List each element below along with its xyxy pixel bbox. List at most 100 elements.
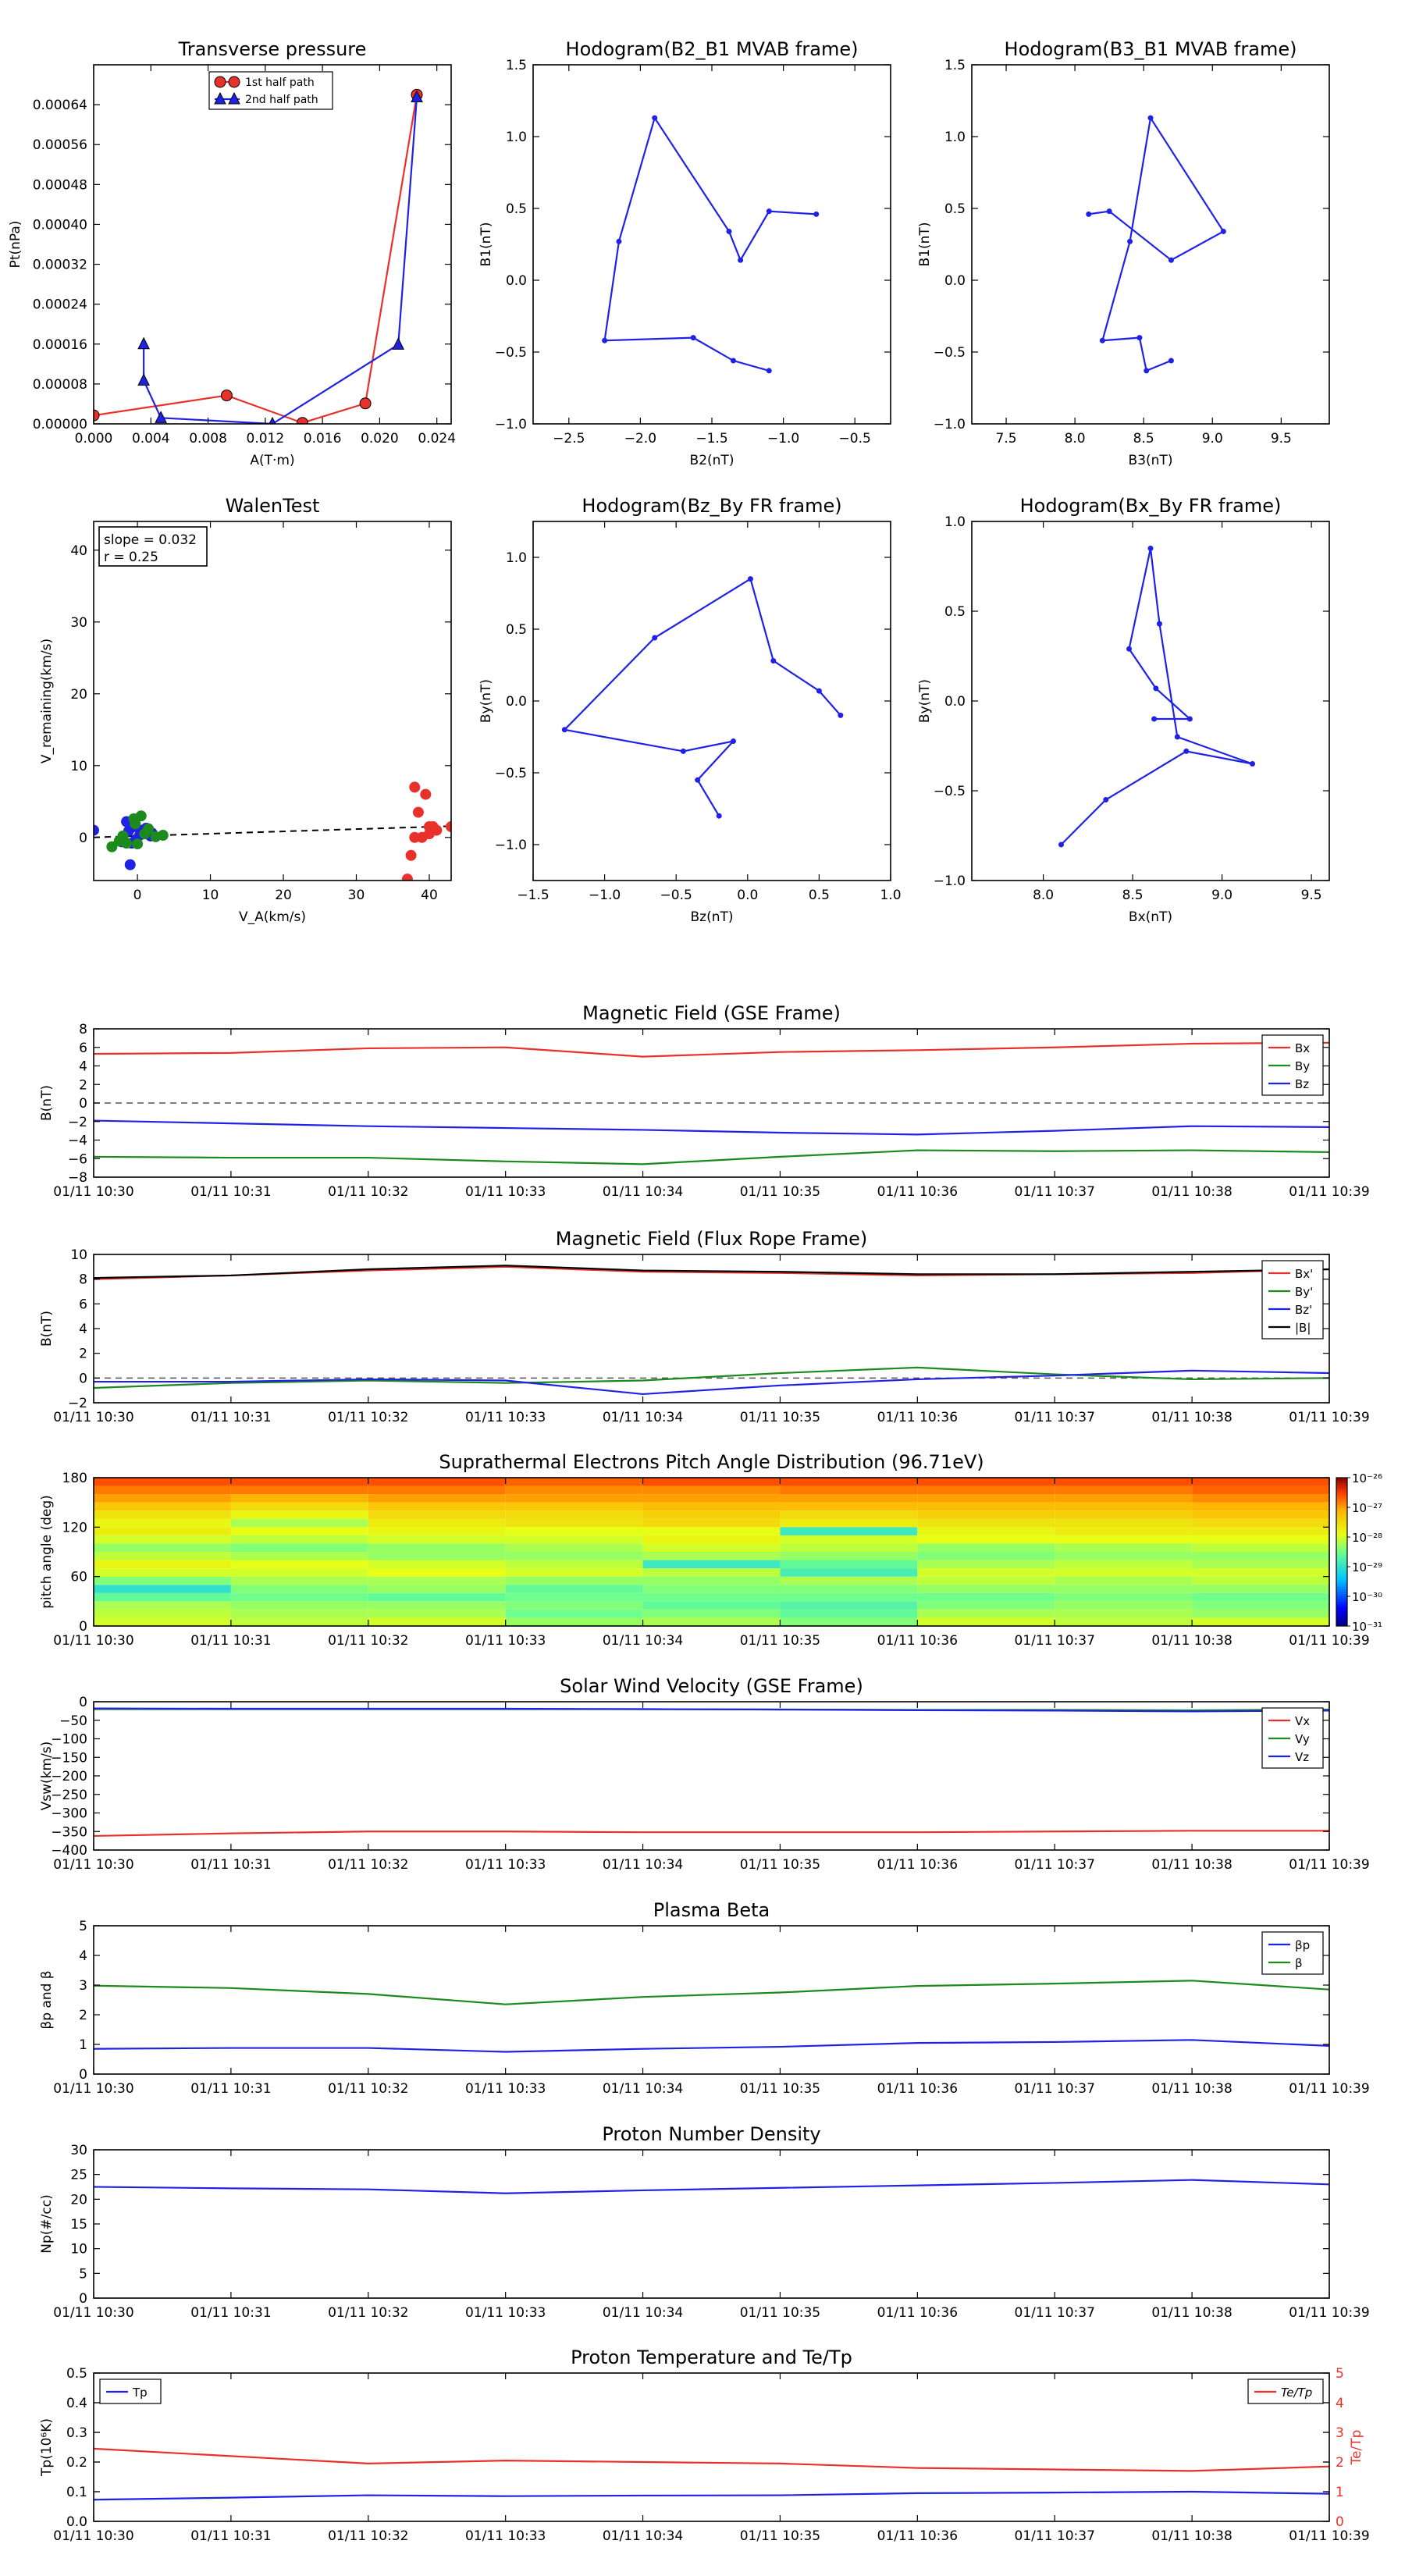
y-tick-label: 5 <box>1336 2366 1344 2382</box>
panel-hodogram-b2-b1: Hodogram(B2_B1 MVAB frame) −2.5 −2.0 −1.5 −1… <box>478 38 891 468</box>
y-tick-label: 15 <box>70 2217 87 2233</box>
heatmap-cell <box>505 1585 643 1593</box>
y-axis-label: Vsw(km/s) <box>39 1742 55 1811</box>
series-line-bz- <box>94 1369 1329 1396</box>
data-point <box>269 416 276 424</box>
time-tick-label: 01/11 10:30 <box>53 1857 133 1873</box>
y-tick-label: −4 <box>68 1133 87 1149</box>
heatmap-cell <box>230 1560 368 1569</box>
colorbar-cell <box>1336 1584 1347 1587</box>
time-tick-label: 01/11 10:34 <box>603 1184 683 1200</box>
data-point <box>770 657 777 664</box>
data-point <box>561 727 567 733</box>
heatmap-cell <box>1192 1510 1329 1519</box>
heatmap-cell <box>94 1617 231 1626</box>
colorbar-cell <box>1336 1504 1347 1508</box>
heatmap-cell <box>368 1543 506 1552</box>
heatmap-cell <box>917 1609 1055 1618</box>
time-tick-label: 01/11 10:39 <box>1289 2528 1369 2544</box>
x-tick-label: −1.0 <box>767 431 799 447</box>
time-tick-label: 01/11 10:33 <box>465 1633 546 1649</box>
y-axis-label: Pt(nPa) <box>8 221 23 269</box>
heatmap-cell <box>642 1568 781 1577</box>
series-line--b- <box>94 1265 1329 1279</box>
y-tick-label: 0 <box>79 1096 87 1112</box>
heatmap-cell <box>642 1585 781 1593</box>
heatmap-cell <box>780 1502 918 1511</box>
heatmap-cell <box>642 1609 781 1618</box>
data-point <box>652 635 658 641</box>
y-tick-label: −0.5 <box>934 345 966 361</box>
y-tick-label: 2 <box>79 1347 87 1362</box>
time-tick-label: 01/11 10:37 <box>1015 2528 1095 2544</box>
time-tick-label: 01/11 10:35 <box>740 2081 820 2097</box>
time-tick-label: 01/11 10:30 <box>53 2305 133 2321</box>
time-tick-label: 01/11 10:31 <box>190 2528 271 2544</box>
time-tick-label: 01/11 10:37 <box>1015 1633 1095 1649</box>
time-tick-label: 01/11 10:35 <box>740 2528 820 2544</box>
data-point <box>1153 685 1159 692</box>
time-tick-label: 01/11 10:33 <box>465 1410 546 1425</box>
colorbar-cell <box>1336 1618 1347 1622</box>
legend-marker <box>214 91 226 105</box>
y-axis-label: B1(nT) <box>478 222 494 267</box>
time-tick-label: 01/11 10:33 <box>465 1857 546 1873</box>
data-point <box>106 841 118 852</box>
series-line-- <box>94 1980 1329 2005</box>
data-point <box>680 748 686 754</box>
series-line-0 <box>603 116 816 372</box>
data-point <box>1144 368 1150 374</box>
y-tick-label: 0.4 <box>66 2396 87 2411</box>
colorbar-cell <box>1336 1482 1347 1485</box>
y-axis-label: pitch angle (deg) <box>39 1495 55 1609</box>
heatmap-cell <box>505 1518 643 1528</box>
data-point <box>392 337 405 350</box>
heatmap-cell <box>780 1601 918 1610</box>
legend-label: Bx <box>1295 1041 1310 1055</box>
heatmap-cell <box>1192 1617 1329 1626</box>
time-tick-label: 01/11 10:34 <box>603 1857 683 1873</box>
data-point <box>94 409 100 422</box>
legend-right: Te/Tp <box>1247 2379 1324 2404</box>
y-tick-label: −0.5 <box>495 345 527 361</box>
series-line-by- <box>94 1366 1329 1389</box>
legend: Bx By Bz <box>1261 1034 1324 1096</box>
data-point <box>359 397 372 410</box>
x-tick-label: 8.5 <box>1133 431 1154 447</box>
heatmap-cell <box>917 1560 1055 1569</box>
heatmap-cell <box>230 1543 368 1552</box>
heatmap-cell <box>94 1552 231 1560</box>
data-point <box>1103 797 1109 802</box>
data-point <box>1136 335 1143 341</box>
heatmap-cell <box>1055 1592 1193 1602</box>
colorbar-cell <box>1336 1567 1347 1570</box>
data-point <box>730 738 736 745</box>
data-point <box>1168 257 1174 263</box>
y-tick-label: 4 <box>79 1059 87 1075</box>
y-tick-label: 1 <box>79 2037 87 2053</box>
heatmap-cell <box>642 1601 781 1610</box>
time-tick-label: 01/11 10:39 <box>1289 1857 1369 1873</box>
heatmap-cell <box>780 1535 918 1544</box>
colorbar-cell <box>1336 1542 1347 1545</box>
annotation-text: r = 0.25 <box>104 550 158 565</box>
time-tick-label: 01/11 10:31 <box>190 2081 271 2097</box>
heatmap-cell <box>505 1478 643 1486</box>
data-point <box>1220 228 1226 234</box>
data-point <box>420 788 432 800</box>
y-tick-label: −8 <box>68 1170 87 1186</box>
colorbar-cell <box>1336 1616 1347 1619</box>
x-tick-label: 40 <box>421 888 438 903</box>
colorbar-cell <box>1336 1564 1347 1567</box>
y-tick-label: 6 <box>79 1041 87 1056</box>
heatmap-cell <box>94 1518 231 1528</box>
data-point <box>446 821 451 832</box>
plot-area <box>561 576 844 819</box>
heatmap-cell <box>642 1560 781 1569</box>
data-point <box>411 90 423 103</box>
y-tick-label: −0.5 <box>495 766 527 781</box>
data-point <box>137 336 150 350</box>
time-tick-label: 01/11 10:36 <box>877 2528 958 2544</box>
heatmap-cell <box>1192 1518 1329 1528</box>
